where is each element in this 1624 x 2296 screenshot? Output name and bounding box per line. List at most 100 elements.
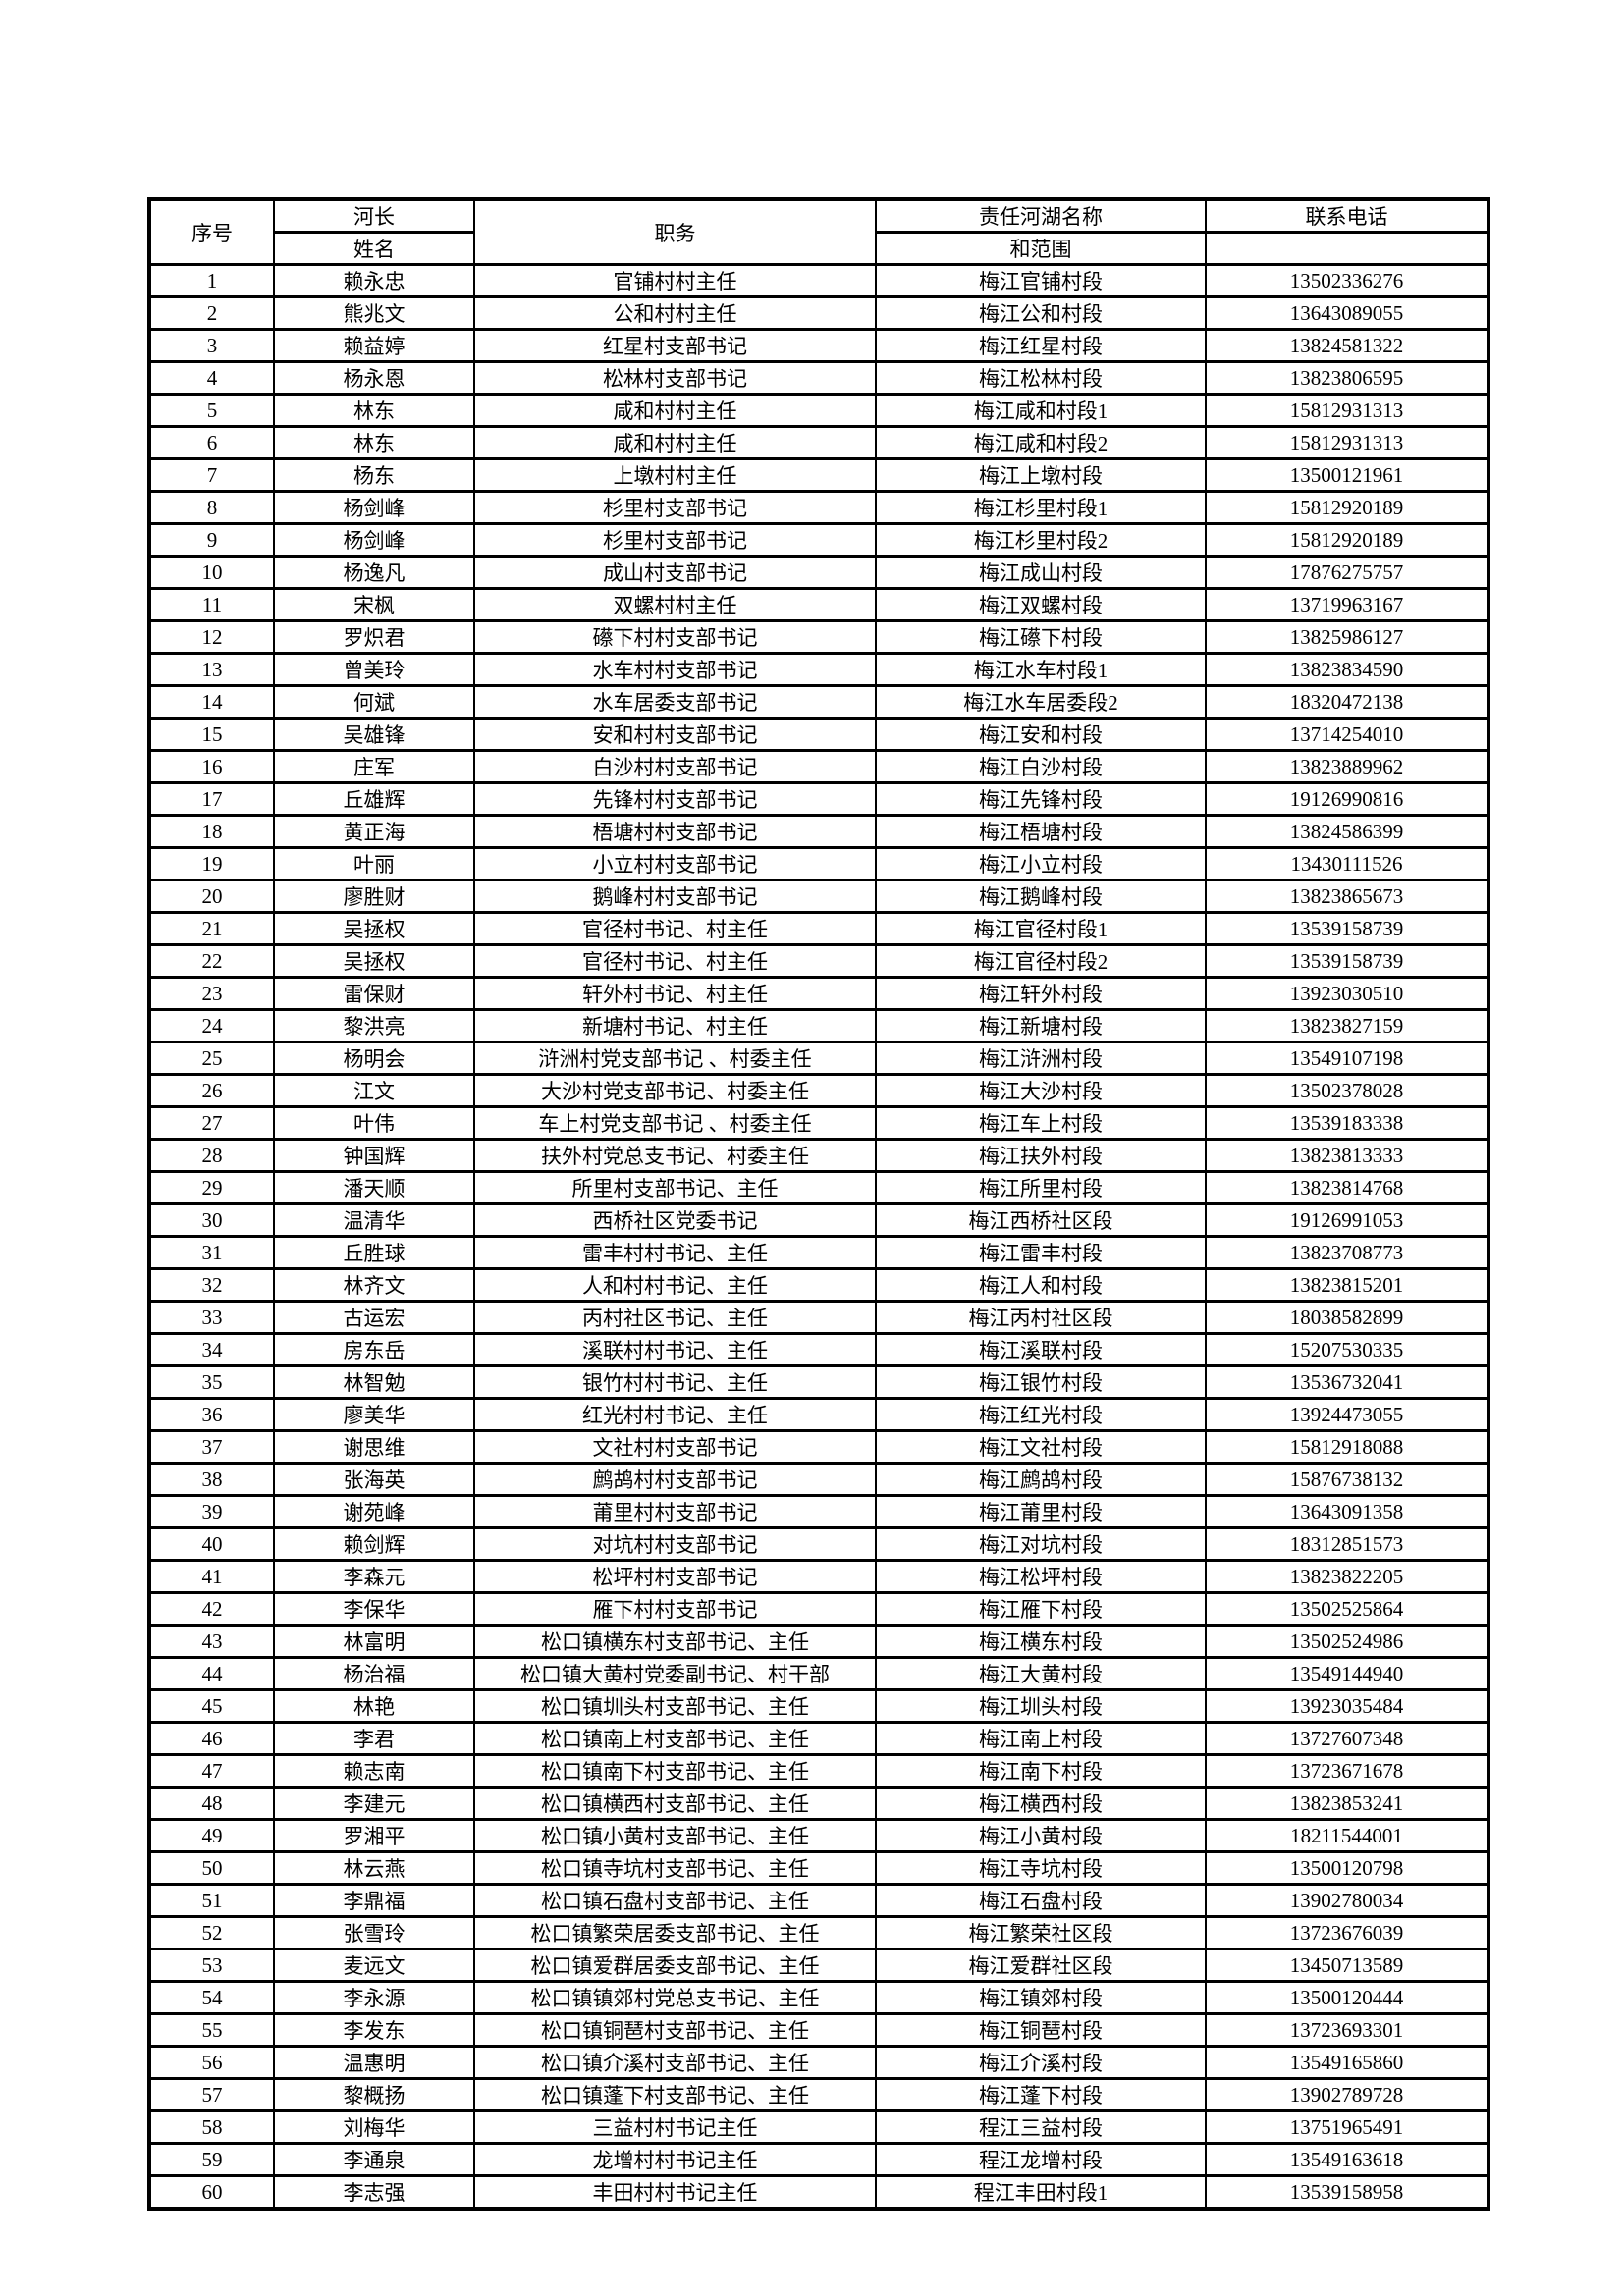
cell-phone: 13823889962 <box>1205 749 1489 784</box>
cell-river-section: 梅江上墩村段 <box>875 457 1207 493</box>
cell-river-section: 梅江咸和村段1 <box>875 393 1207 428</box>
cell-name: 李森元 <box>273 1559 475 1594</box>
cell-name: 罗炽君 <box>273 619 475 655</box>
table-row: 57 黎概扬 松口镇蓬下村支部书记、主任 梅江蓬下村段 13902789728 <box>148 2077 1489 2112</box>
cell-phone: 13723676039 <box>1205 1915 1489 1950</box>
cell-name: 杨永恩 <box>273 360 475 396</box>
cell-river-section: 梅江官铺村段 <box>875 263 1207 298</box>
cell-index: 19 <box>148 846 275 881</box>
cell-position: 雁下村村支部书记 <box>473 1591 877 1627</box>
cell-phone: 15812931313 <box>1205 425 1489 460</box>
cell-phone: 13824586399 <box>1205 814 1489 849</box>
cell-position: 双螺村村主任 <box>473 587 877 622</box>
cell-river-section: 梅江鹅峰村段 <box>875 879 1207 914</box>
cell-index: 50 <box>148 1850 275 1886</box>
cell-river-section: 梅江杉里村段1 <box>875 490 1207 525</box>
table-header: 序号 河长 职务 责任河湖名称 联系电话 姓名 和范围 <box>148 197 1489 266</box>
cell-position: 龙增村村书记主任 <box>473 2142 877 2177</box>
cell-index: 14 <box>148 684 275 720</box>
cell-river-section: 梅江人和村段 <box>875 1267 1207 1303</box>
cell-river-section: 梅江文社村段 <box>875 1429 1207 1465</box>
cell-position: 咸和村村主任 <box>473 425 877 460</box>
cell-position: 松口镇圳头村支部书记、主任 <box>473 1688 877 1724</box>
table-row: 44 杨治福 松口镇大黄村党委副书记、村干部 梅江大黄村段 13549144940 <box>148 1656 1489 1691</box>
cell-position: 松口镇大黄村党委副书记、村干部 <box>473 1656 877 1691</box>
cell-index: 17 <box>148 781 275 817</box>
table-row: 43 林富明 松口镇横东村支部书记、主任 梅江横东村段 13502524986 <box>148 1624 1489 1659</box>
cell-name: 吴拯权 <box>273 943 475 979</box>
cell-name: 吴雄锋 <box>273 717 475 752</box>
cell-river-section: 梅江成山村段 <box>875 555 1207 590</box>
cell-phone: 13502336276 <box>1205 263 1489 298</box>
cell-position: 水车村村支部书记 <box>473 652 877 687</box>
cell-phone: 18312851573 <box>1205 1526 1489 1562</box>
cell-river-section: 梅江南下村段 <box>875 1753 1207 1789</box>
cell-phone: 13823708773 <box>1205 1235 1489 1270</box>
cell-river-section: 梅江大沙村段 <box>875 1073 1207 1108</box>
cell-position: 新塘村书记、村主任 <box>473 1008 877 1043</box>
cell-river-section: 梅江车上村段 <box>875 1105 1207 1141</box>
cell-river-section: 梅江梧塘村段 <box>875 814 1207 849</box>
cell-river-section: 梅江咸和村段2 <box>875 425 1207 460</box>
table-row: 13 曾美玲 水车村村支部书记 梅江水车村段1 13823834590 <box>148 652 1489 687</box>
table-row: 49 罗湘平 松口镇小黄村支部书记、主任 梅江小黄村段 18211544001 <box>148 1818 1489 1853</box>
cell-river-section: 梅江礤下村段 <box>875 619 1207 655</box>
cell-phone: 13823853241 <box>1205 1786 1489 1821</box>
cell-name: 丘雄辉 <box>273 781 475 817</box>
table-row: 46 李君 松口镇南上村支部书记、主任 梅江南上村段 13727607348 <box>148 1721 1489 1756</box>
cell-name: 吴拯权 <box>273 911 475 946</box>
cell-phone: 13549163618 <box>1205 2142 1489 2177</box>
cell-position: 安和村村支部书记 <box>473 717 877 752</box>
cell-position: 咸和村村主任 <box>473 393 877 428</box>
cell-index: 60 <box>148 2174 275 2211</box>
cell-phone: 13430111526 <box>1205 846 1489 881</box>
cell-position: 鹧鸪村村支部书记 <box>473 1462 877 1497</box>
table-row: 10 杨逸凡 成山村支部书记 梅江成山村段 17876275757 <box>148 555 1489 590</box>
table-row: 1 赖永忠 官铺村村主任 梅江官铺村段 13502336276 <box>148 263 1489 298</box>
cell-river-section: 梅江石盘村段 <box>875 1883 1207 1918</box>
cell-index: 16 <box>148 749 275 784</box>
cell-index: 35 <box>148 1364 275 1400</box>
cell-index: 53 <box>148 1948 275 1983</box>
cell-name: 李志强 <box>273 2174 475 2211</box>
cell-position: 杉里村支部书记 <box>473 522 877 558</box>
cell-phone: 13823806595 <box>1205 360 1489 396</box>
cell-name: 林东 <box>273 393 475 428</box>
cell-index: 20 <box>148 879 275 914</box>
cell-river-section: 梅江雷丰村段 <box>875 1235 1207 1270</box>
table-row: 9 杨剑峰 杉里村支部书记 梅江杉里村段2 15812920189 <box>148 522 1489 558</box>
table-row: 42 李保华 雁下村村支部书记 梅江雁下村段 13502525864 <box>148 1591 1489 1627</box>
cell-phone: 13539158958 <box>1205 2174 1489 2211</box>
header-row-top: 序号 河长 职务 责任河湖名称 联系电话 <box>148 197 1489 266</box>
cell-phone: 15876738132 <box>1205 1462 1489 1497</box>
cell-name: 廖胜财 <box>273 879 475 914</box>
cell-river-section: 程江龙增村段 <box>875 2142 1207 2177</box>
cell-index: 48 <box>148 1786 275 1821</box>
cell-name: 赖志南 <box>273 1753 475 1789</box>
cell-river-section: 梅江轩外村段 <box>875 976 1207 1011</box>
cell-index: 5 <box>148 393 275 428</box>
cell-river-section: 梅江丙村社区段 <box>875 1300 1207 1335</box>
table-row: 26 江文 大沙村党支部书记、村委主任 梅江大沙村段 13502378028 <box>148 1073 1489 1108</box>
cell-position: 丙村社区书记、主任 <box>473 1300 877 1335</box>
table-row: 60 李志强 丰田村村书记主任 程江丰田村段1 13539158958 <box>148 2174 1489 2211</box>
cell-river-section: 梅江对坑村段 <box>875 1526 1207 1562</box>
cell-phone: 13450713589 <box>1205 1948 1489 1983</box>
table-row: 8 杨剑峰 杉里村支部书记 梅江杉里村段1 15812920189 <box>148 490 1489 525</box>
table-row: 23 雷保财 轩外村书记、村主任 梅江轩外村段 13923030510 <box>148 976 1489 1011</box>
cell-name: 雷保财 <box>273 976 475 1011</box>
table-row: 55 李发东 松口镇铜琶村支部书记、主任 梅江铜琶村段 13723693301 <box>148 2012 1489 2048</box>
table-row: 47 赖志南 松口镇南下村支部书记、主任 梅江南下村段 13723671678 <box>148 1753 1489 1789</box>
cell-phone: 13643089055 <box>1205 295 1489 331</box>
cell-index: 7 <box>148 457 275 493</box>
cell-river-section: 梅江官径村段1 <box>875 911 1207 946</box>
cell-index: 37 <box>148 1429 275 1465</box>
cell-phone: 13714254010 <box>1205 717 1489 752</box>
table-row: 6 林东 咸和村村主任 梅江咸和村段2 15812931313 <box>148 425 1489 460</box>
cell-phone: 17876275757 <box>1205 555 1489 590</box>
header-phone: 联系电话 <box>1205 197 1489 234</box>
cell-name: 林艳 <box>273 1688 475 1724</box>
cell-river-section: 梅江安和村段 <box>875 717 1207 752</box>
cell-position: 礤下村村支部书记 <box>473 619 877 655</box>
